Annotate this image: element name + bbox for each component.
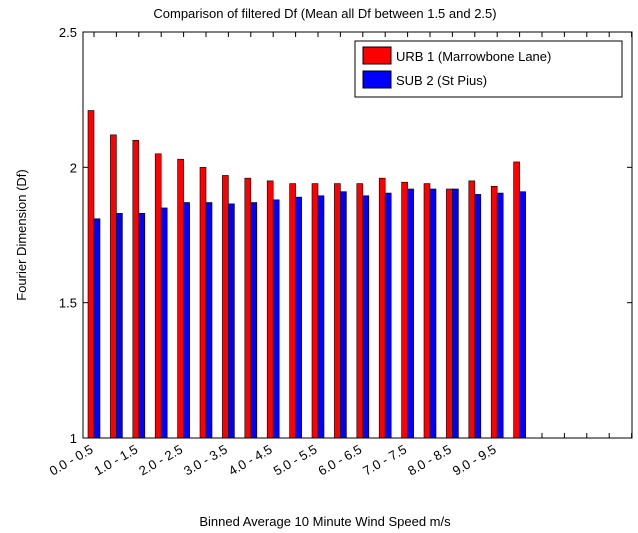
x-tick-label: 0.0 - 0.5 (47, 442, 96, 479)
bar-sub2-3 (160, 207, 168, 439)
bar-sub2-9 (295, 196, 302, 439)
x-tick-label: 9.0 - 9.5 (450, 442, 499, 479)
bar-sub2-10 (317, 195, 325, 439)
bar-sub2-7 (250, 202, 258, 439)
bar-urb1-11 (334, 183, 341, 439)
x-tick-label: 2.0 - 2.5 (136, 442, 185, 479)
bar-sub2-13 (384, 192, 392, 439)
y-tick-label: 2 (70, 160, 77, 175)
bar-sub2-8 (272, 199, 280, 439)
bar-urb1-14 (401, 181, 408, 439)
bar-sub2-4 (183, 202, 190, 439)
x-tick-labels: 0.0 - 0.51.0 - 1.52.0 - 2.53.0 - 3.54.0 … (47, 442, 499, 479)
chart-title: Comparison of filtered Df (Mean all Df b… (153, 6, 496, 21)
bar-sub2-5 (205, 202, 213, 439)
bar-sub2-12 (362, 195, 370, 439)
bar-urb1-6 (222, 175, 229, 439)
bar-urb1-2 (132, 139, 140, 439)
bar-sub2-0 (93, 218, 101, 439)
x-tick-label: 7.0 - 7.5 (360, 442, 409, 479)
x-tick-label: 8.0 - 8.5 (405, 442, 454, 479)
bar-sub2-18 (496, 192, 504, 439)
plot-frame (82, 31, 633, 439)
legend-swatch-sub2 (362, 70, 392, 89)
bar-urb1-1 (110, 134, 117, 439)
legend-label-sub2: SUB 2 (St Pius) (396, 73, 487, 88)
bar-sub2-15 (429, 188, 437, 439)
y-tick-label: 2.5 (59, 25, 77, 40)
bar-urb1-0 (87, 110, 95, 439)
y-axis-label: Fourier Dimension (Df) (14, 169, 29, 300)
y-tick-labels: 1 1.5 2 2.5 (59, 25, 77, 446)
bar-sub2-2 (138, 213, 146, 439)
x-tick-label: 4.0 - 4.5 (226, 442, 275, 479)
bar-urb1-10 (311, 183, 319, 439)
legend-swatch-urb1 (362, 46, 392, 65)
bar-urb1-12 (356, 183, 364, 439)
legend-label-urb1: URB 1 (Marrowbone Lane) (396, 49, 551, 64)
bar-urb1-16 (446, 188, 453, 439)
bar-urb1-9 (289, 183, 296, 439)
y-tick-label: 1 (70, 431, 77, 446)
bar-urb1-13 (378, 177, 386, 439)
legend: URB 1 (Marrowbone Lane) SUB 2 (St Pius) (354, 40, 623, 98)
bar-urb1-8 (266, 180, 274, 439)
x-tick-label: 6.0 - 6.5 (315, 442, 364, 479)
bar-sub2-16 (452, 188, 459, 439)
legend-box (354, 40, 623, 98)
bar-urb1-7 (244, 177, 252, 439)
bar-urb1-5 (199, 167, 207, 439)
bar-sub2-1 (116, 213, 123, 439)
x-tick-label: 3.0 - 3.5 (181, 442, 230, 479)
x-tick-label: 1.0 - 1.5 (91, 442, 140, 479)
bar-sub2-17 (474, 194, 482, 439)
bar-urb1-3 (154, 153, 162, 439)
bar-urb1-15 (423, 183, 431, 439)
bar-urb1-19 (513, 161, 520, 439)
x-tick-label: 5.0 - 5.5 (271, 442, 320, 479)
bar-sub2-14 (407, 188, 414, 439)
x-axis-label: Binned Average 10 Minute Wind Speed m/s (199, 514, 451, 529)
bar-sub2-11 (340, 191, 347, 439)
bar-sub2-6 (228, 203, 235, 439)
bar-sub2-19 (519, 191, 526, 439)
bar-urb1-17 (468, 180, 476, 439)
bar-urb1-4 (177, 158, 184, 439)
y-tick-label: 1.5 (59, 296, 77, 311)
bar-urb1-18 (490, 185, 498, 439)
